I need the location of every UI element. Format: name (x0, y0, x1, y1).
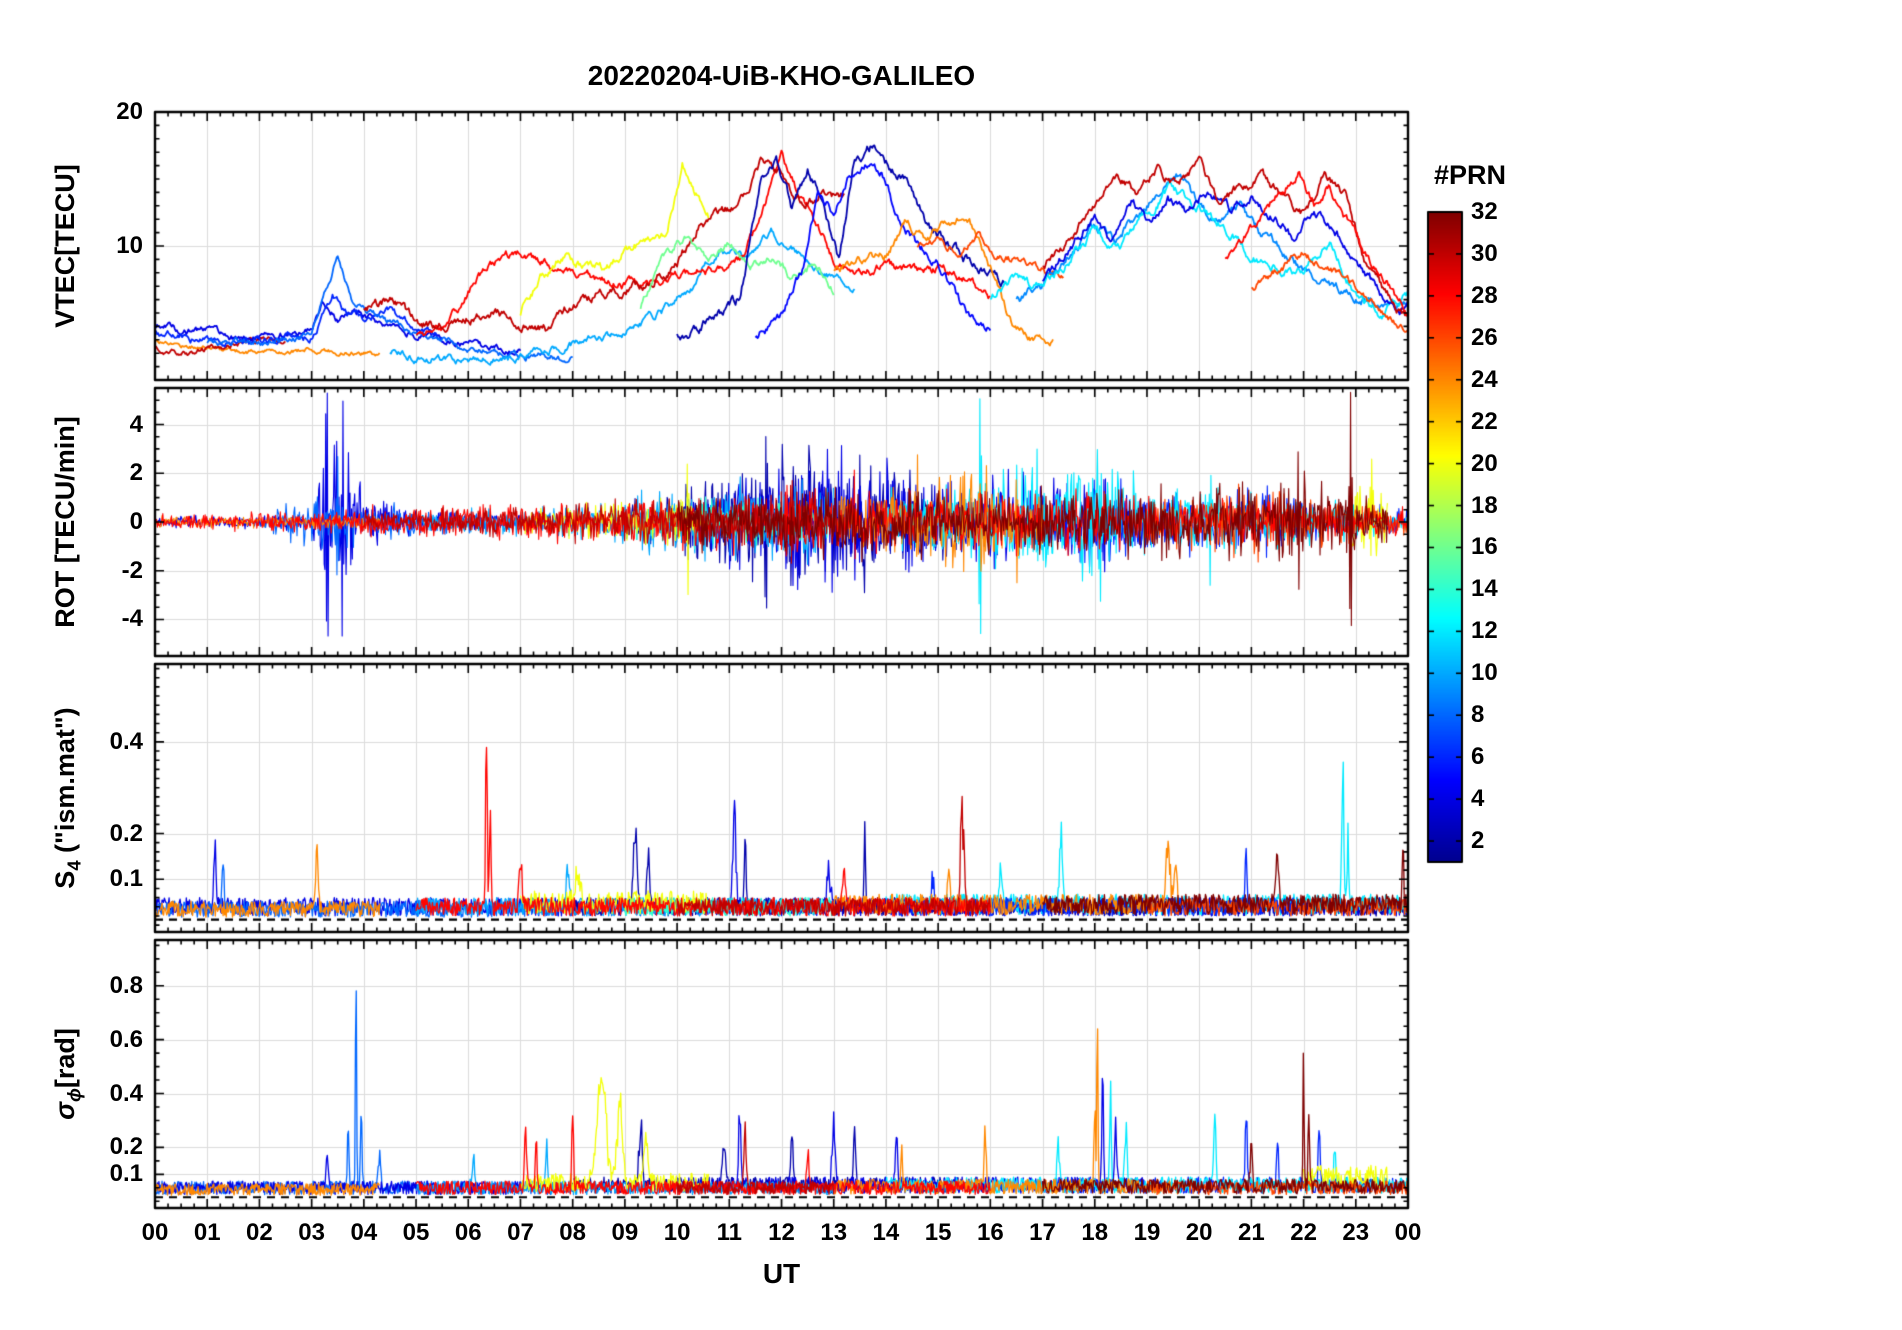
x-tick-label: 00 (141, 1219, 169, 1246)
y-tick-label: 0.2 (109, 819, 143, 847)
colorbar-tick-label: 28 (1471, 281, 1498, 309)
colorbar-tick-label: 4 (1471, 785, 1485, 813)
y-tick-label: 0.8 (109, 971, 143, 999)
y-axis-label-s4: S4 ("ism.mat") (50, 707, 85, 889)
colorbar-tick-label: 10 (1471, 659, 1498, 687)
y-tick-label: -4 (121, 605, 143, 633)
x-tick-label: 16 (976, 1219, 1004, 1246)
colorbar-tick-label: 22 (1471, 407, 1498, 435)
colorbar-tick-label: 20 (1471, 449, 1498, 477)
x-tick-label: 12 (768, 1219, 795, 1246)
colorbar-tick-label: 2 (1471, 827, 1485, 855)
chart-title: 20220204-UiB-KHO-GALILEO (587, 60, 976, 91)
x-tick-label: 11 (716, 1219, 742, 1246)
colorbar-tick-label: 6 (1471, 743, 1485, 771)
colorbar-tick-label: 16 (1471, 533, 1498, 561)
x-tick-label: 23 (1342, 1219, 1370, 1246)
x-tick-label: 05 (402, 1219, 430, 1246)
colorbar-tick-label: 12 (1471, 617, 1498, 645)
x-tick-label: 10 (663, 1219, 691, 1246)
x-tick-label: 01 (193, 1219, 221, 1246)
colorbar-tick-label: 18 (1471, 491, 1498, 519)
y-tick-label: 10 (116, 232, 143, 259)
x-axis-label: UT (762, 1258, 801, 1289)
x-tick-label: 08 (559, 1219, 586, 1246)
y-tick-label: 0.6 (109, 1025, 143, 1053)
y-tick-label: 0.4 (109, 1079, 143, 1107)
y-tick-label: 0.1 (109, 865, 143, 893)
x-tick-label: 19 (1133, 1219, 1161, 1246)
y-tick-label: 4 (129, 410, 143, 438)
x-tick-label: 15 (924, 1219, 952, 1246)
x-tick-label: 20 (1185, 1219, 1213, 1246)
y-tick-label: 0.2 (109, 1133, 143, 1161)
colorbar-tick-label: 14 (1471, 575, 1498, 603)
x-tick-label: 14 (872, 1219, 900, 1246)
x-tick-label: 21 (1238, 1219, 1265, 1246)
y-tick-label: 0.4 (109, 727, 143, 755)
y-tick-label: 0 (129, 508, 143, 535)
colorbar-tick-label: 32 (1471, 198, 1498, 225)
colorbar-tick-label: 8 (1471, 701, 1485, 729)
x-tick-label: 07 (507, 1219, 534, 1246)
x-tick-label: 06 (454, 1219, 482, 1246)
y-tick-label: 0.1 (109, 1160, 143, 1188)
colorbar-tick-label: 26 (1471, 323, 1498, 351)
x-tick-label: 09 (611, 1219, 639, 1246)
colorbar-tick-label: 24 (1471, 365, 1498, 393)
x-tick-label: 04 (350, 1219, 378, 1246)
y-tick-label: -2 (121, 556, 143, 584)
x-tick-label: 22 (1290, 1219, 1317, 1246)
x-tick-label: 18 (1081, 1219, 1109, 1246)
x-tick-label: 02 (246, 1219, 273, 1246)
colorbar-label: #PRN (1433, 160, 1507, 190)
y-tick-label: 20 (116, 98, 143, 125)
x-tick-label: 13 (820, 1219, 848, 1246)
x-tick-label: 03 (298, 1219, 325, 1246)
x-tick-label: 17 (1029, 1219, 1056, 1246)
colorbar-tick-label: 30 (1471, 239, 1498, 267)
x-tick-label: 00 (1394, 1219, 1422, 1246)
y-tick-label: 2 (129, 459, 143, 487)
